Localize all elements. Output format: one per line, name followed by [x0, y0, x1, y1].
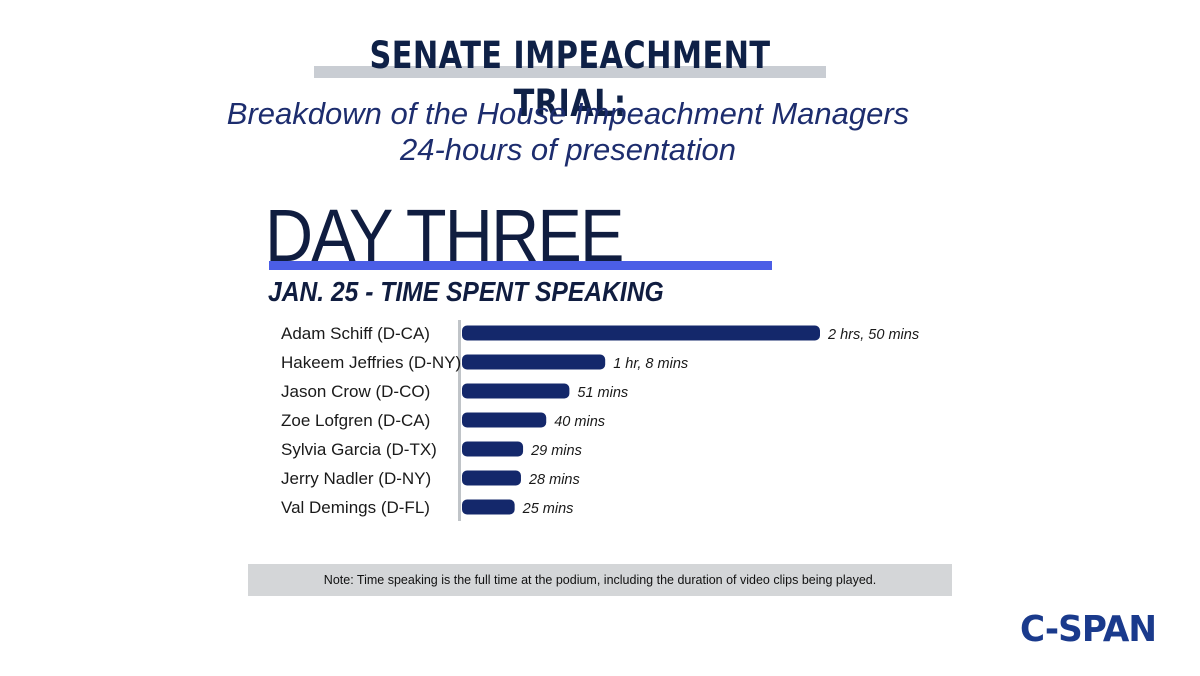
- data-label: 1 hr, 8 mins: [613, 356, 688, 372]
- subtitle-line-2: 24-hours of presentation: [399, 132, 737, 167]
- bar: [462, 354, 606, 370]
- subtitle-line-1: Breakdown of the House Impeachment Manag…: [226, 96, 910, 131]
- category-label: Sylvia Garcia (D-TX): [281, 440, 437, 459]
- note-box: Note: Time speaking is the full time at …: [248, 564, 952, 596]
- data-label: 25 mins: [522, 501, 574, 517]
- category-label: Zoe Lofgren (D-CA): [281, 411, 430, 430]
- chart-title: JAN. 25 - TIME SPENT SPEAKING: [268, 276, 664, 307]
- day-heading-underline: [269, 261, 772, 270]
- category-label: Val Demings (D-FL): [281, 498, 430, 517]
- category-label: Jason Crow (D-CO): [281, 382, 430, 401]
- chart-axis: [458, 320, 461, 521]
- data-label: 29 mins: [530, 443, 582, 459]
- bar: [462, 412, 547, 428]
- category-label: Hakeem Jeffries (D-NY): [281, 353, 461, 372]
- bar: [462, 383, 570, 399]
- bar: [462, 499, 515, 515]
- data-label: 2 hrs, 50 mins: [827, 327, 919, 343]
- data-label: 28 mins: [528, 472, 580, 488]
- data-label: 40 mins: [554, 414, 605, 430]
- bar: [462, 470, 521, 486]
- cspan-logo: C-SPAN: [1020, 609, 1157, 650]
- title-group: SENATE IMPEACHMENT TRIAL:: [314, 32, 826, 125]
- category-label: Adam Schiff (D-CA): [281, 324, 430, 343]
- page-title: SENATE IMPEACHMENT TRIAL:: [369, 34, 771, 125]
- bar: [462, 325, 820, 341]
- data-label: 51 mins: [577, 385, 628, 401]
- title-underline: [314, 66, 826, 78]
- bar: [462, 441, 524, 457]
- category-label: Jerry Nadler (D-NY): [281, 469, 431, 488]
- note-text: Note: Time speaking is the full time at …: [323, 573, 877, 587]
